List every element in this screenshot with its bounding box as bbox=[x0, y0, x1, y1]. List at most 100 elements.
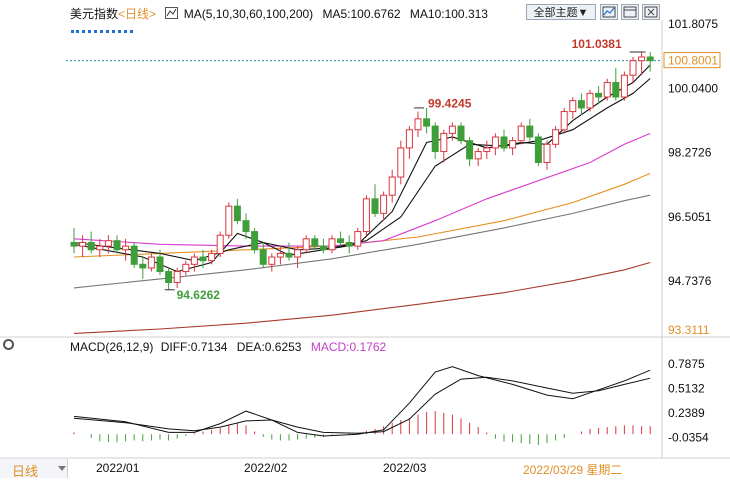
candle-body bbox=[79, 241, 87, 247]
ma100-line bbox=[73, 194, 651, 289]
candle-body bbox=[380, 194, 388, 214]
chart-style-icon bbox=[602, 6, 616, 18]
candle-body bbox=[491, 136, 499, 149]
macd-tick-label: 0.2389 bbox=[668, 406, 705, 420]
period-button[interactable]: 日线 bbox=[0, 459, 68, 479]
price-tick-label: 101.8075 bbox=[668, 17, 718, 31]
candle-body bbox=[431, 125, 439, 153]
candle-body bbox=[165, 271, 173, 283]
candle-body bbox=[646, 56, 654, 62]
ma10-value: MA10:100.313 bbox=[409, 7, 488, 21]
candle-body bbox=[268, 256, 276, 265]
candle-body bbox=[294, 249, 302, 258]
macd-legend: MACD(26,12,9) DIFF:0.7134 DEA:0.6253 MAC… bbox=[70, 340, 386, 354]
candle-body bbox=[483, 147, 491, 153]
price-tick-label: 98.2726 bbox=[668, 146, 712, 160]
ma-legend: MA(5,10,30,60,100,200) bbox=[183, 7, 314, 21]
candle-body bbox=[182, 263, 190, 273]
candle-body bbox=[242, 220, 250, 233]
macd-diff-value: DIFF:0.7134 bbox=[160, 340, 228, 354]
price-annotations: 101.0381 99.4245 94.6262 bbox=[164, 37, 646, 302]
candle-body bbox=[560, 111, 568, 131]
header-bar: 美元指数<日线> MA(5,10,30,60,100,200) MA5:100.… bbox=[70, 5, 488, 22]
candle-body bbox=[130, 245, 138, 265]
expand-icon bbox=[623, 6, 637, 18]
expand-button[interactable] bbox=[621, 4, 639, 20]
close-button[interactable] bbox=[642, 4, 660, 20]
candle-body bbox=[311, 238, 319, 247]
candle-body bbox=[577, 100, 585, 109]
candle-body bbox=[620, 74, 628, 98]
date-label-mar: 2022/03 bbox=[383, 461, 427, 475]
date-label-jan: 2022/01 bbox=[96, 461, 140, 475]
candle-body bbox=[199, 256, 207, 262]
candle-body bbox=[517, 125, 525, 142]
candle-body bbox=[457, 125, 465, 142]
candle-body bbox=[104, 240, 112, 247]
candle-body bbox=[388, 176, 396, 196]
candle-body bbox=[251, 231, 259, 251]
macd-dea-value: DEA:0.6253 bbox=[236, 340, 302, 354]
period-dropdown-icon bbox=[58, 466, 66, 471]
chart-style-button[interactable] bbox=[600, 4, 618, 20]
candle-body bbox=[156, 256, 164, 273]
macd-label: MACD(26,12,9) bbox=[70, 340, 154, 354]
high-price-label: 101.0381 bbox=[572, 37, 622, 51]
candle-body bbox=[474, 151, 482, 160]
candle-body bbox=[139, 263, 147, 269]
candle-body bbox=[233, 205, 241, 222]
candle-body bbox=[285, 252, 293, 258]
candle-body bbox=[302, 238, 310, 251]
candle-body bbox=[629, 60, 637, 76]
ma60-line bbox=[73, 172, 651, 258]
candle-body bbox=[405, 129, 413, 149]
candle-body bbox=[397, 147, 405, 178]
cursor-date-label: 2022/03/29 星期二 bbox=[523, 463, 623, 477]
candle-body bbox=[113, 240, 121, 251]
price-axis: 101.8075 100.0400 98.2726 96.5051 94.7376 93.… bbox=[663, 17, 721, 444]
candle-body bbox=[371, 198, 379, 214]
close-icon bbox=[644, 6, 658, 18]
candle-body bbox=[70, 241, 78, 247]
mid-high-price-label: 99.4245 bbox=[428, 97, 472, 111]
period-tag[interactable]: <日线> bbox=[118, 7, 157, 21]
symbol-name: 美元指数 bbox=[70, 7, 119, 21]
macd-hist-value: MACD:0.1762 bbox=[310, 340, 387, 354]
macd-dea-line bbox=[73, 376, 651, 434]
candle-body bbox=[216, 234, 224, 254]
candlesticks bbox=[70, 51, 654, 290]
low-price-label: 94.6262 bbox=[177, 288, 221, 302]
candle-body bbox=[225, 205, 233, 236]
candle-body bbox=[414, 118, 422, 131]
date-label-feb: 2022/02 bbox=[244, 461, 288, 475]
candle-body bbox=[509, 140, 517, 149]
candle-body bbox=[500, 136, 508, 149]
candle-body bbox=[534, 136, 542, 163]
candle-body bbox=[337, 238, 345, 243]
candle-body bbox=[526, 125, 534, 138]
macd-settings-icon[interactable] bbox=[3, 339, 14, 350]
macd-tick-label: 0.7875 bbox=[668, 357, 705, 371]
candle-body bbox=[595, 92, 603, 98]
candle-body bbox=[423, 118, 431, 127]
theme-select-button[interactable]: 全部主题▼ bbox=[526, 4, 596, 20]
candle-body bbox=[354, 231, 362, 247]
candle-body bbox=[208, 252, 216, 262]
price-min-label: 93.3111 bbox=[668, 323, 710, 337]
candle-body bbox=[87, 241, 95, 251]
macd-tick-label: 0.5132 bbox=[668, 382, 705, 396]
candle-body bbox=[362, 198, 370, 233]
candle-body bbox=[603, 81, 611, 98]
candle-body bbox=[122, 245, 130, 251]
macd-tick-label: -0.0354 bbox=[668, 430, 709, 444]
candle-body bbox=[173, 271, 181, 283]
candle-body bbox=[569, 100, 577, 113]
candle-body bbox=[543, 143, 551, 163]
candle-body bbox=[552, 129, 560, 145]
chart-style-icon[interactable] bbox=[165, 7, 179, 19]
candle-body bbox=[190, 256, 198, 265]
current-price-label: 100.8001 bbox=[668, 54, 718, 68]
candle-body bbox=[466, 140, 474, 160]
